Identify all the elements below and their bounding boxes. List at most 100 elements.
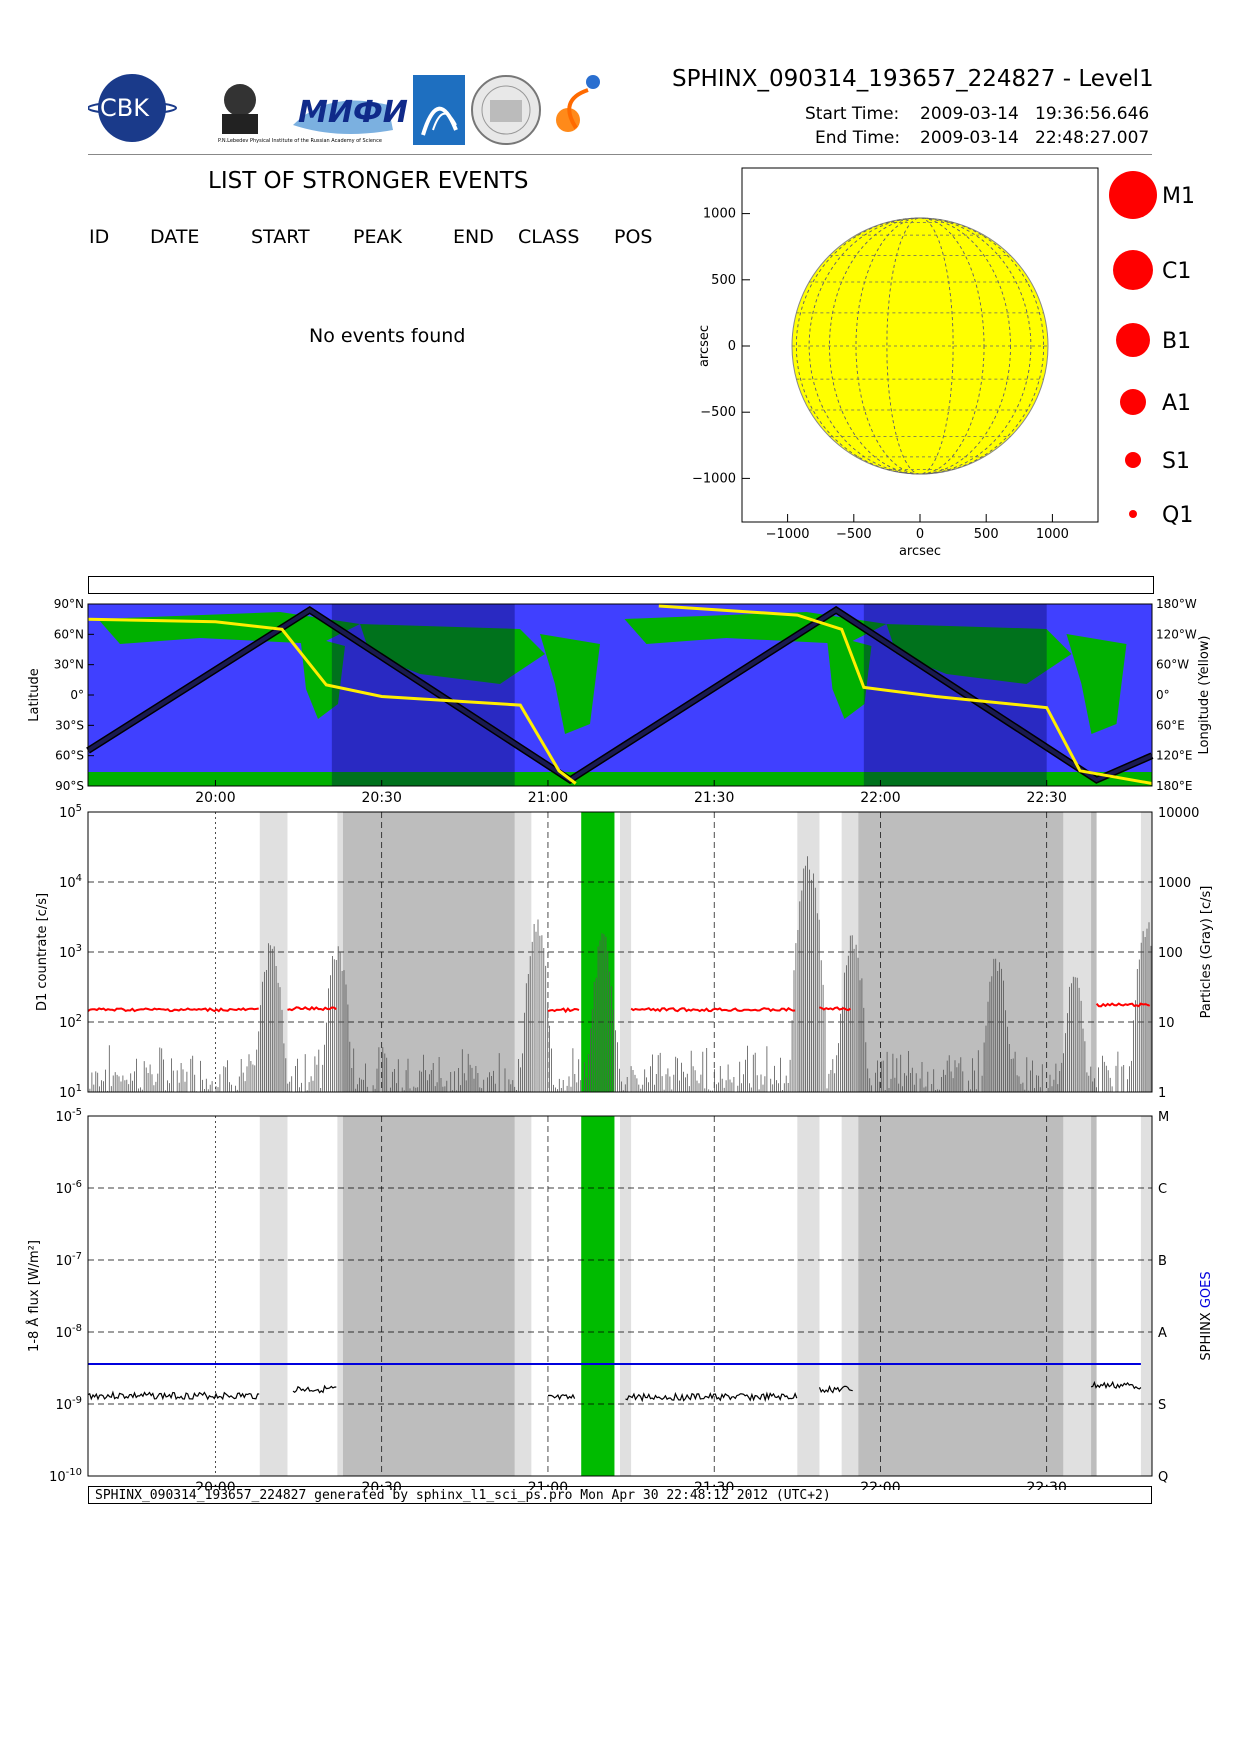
flux-ytick-label: 10-8 [55, 1323, 82, 1341]
mifi-logo: МИФИ [293, 95, 408, 134]
sphinx-logo [556, 75, 600, 132]
orbit-ytick-label: 90°N [54, 597, 84, 611]
column-header-pos: POS [614, 226, 653, 248]
longitude-line [829, 217, 1011, 475]
logo-row: CBK P.N.Lebedev Physical Institute of th… [87, 70, 648, 150]
orbit-ytick-right-label: 60°E [1156, 718, 1185, 732]
sphinx-flux-series [818, 1384, 853, 1394]
orbit-ytick-right-label: 0° [1156, 688, 1170, 702]
countrate-ytick-label: 104 [59, 873, 82, 891]
land-mass [540, 634, 600, 734]
light-shade-span [620, 1116, 632, 1476]
flux-class-label: S [1158, 1398, 1166, 1413]
d1-countrate-series [87, 1007, 259, 1013]
d1-countrate-series [630, 1007, 796, 1013]
class-legend: M1 C1 B1 A1 S1 Q1 [1109, 171, 1195, 528]
legend-label-a1: A1 [1162, 391, 1191, 416]
sun-map-ticks: −1000 1000 −500 500 0 0 500 −500 1000 −1000 [692, 207, 1069, 542]
header-divider [88, 154, 1152, 155]
time-series-chart: 90°N 180°W 60°N 120°W 30°N 60°W 0° 0° 30°S 60°E 60… [26, 597, 1214, 1490]
sphinx-flux-series [292, 1384, 337, 1394]
sun-map: −1000 1000 −500 500 0 0 500 −500 1000 −1000 arcse… [692, 167, 1099, 559]
column-header-end: END [453, 226, 494, 248]
observatory-seal [471, 75, 541, 145]
column-header-peak: PEAK [353, 226, 402, 248]
orbit-ytick-right-label: 120°W [1156, 627, 1197, 641]
orbit-ytick-label: 60°N [54, 627, 84, 641]
legend-sphinx: SPHINX [1199, 1308, 1214, 1360]
flux-xtick-label: 20:30 [362, 1480, 402, 1490]
end-time-label: End Time: [815, 128, 901, 148]
countrate-ytick-label: 102 [59, 1013, 82, 1031]
sun-ytick-label: 1000 [703, 207, 736, 222]
light-shade-span [797, 1116, 820, 1476]
sun-xtick-label: 500 [974, 527, 999, 542]
flux-xtick-label: 22:30 [1027, 1480, 1067, 1490]
lebedev-caption: P.N.Lebedev Physical Institute of the Ru… [218, 138, 382, 144]
events-title: LIST OF STRONGER EVENTS [208, 168, 529, 194]
longitude-line [795, 217, 1045, 475]
d1-countrate-series [819, 1006, 852, 1012]
sun-ytick-label: −1000 [692, 471, 736, 486]
orbit-xtick-label: 21:30 [694, 790, 734, 806]
legend-marker-s1 [1125, 452, 1141, 468]
legend-goes: GOES [1199, 1271, 1214, 1308]
flux-class-label: M [1158, 1110, 1169, 1125]
flux-ylabel: 1-8 Å flux [W/m²] [26, 1240, 42, 1352]
flux-class-label: B [1158, 1254, 1167, 1269]
particles-ylabel: Particles (Gray) [c/s] [1199, 886, 1214, 1019]
flux-xtick-label: 20:00 [195, 1480, 235, 1490]
logos-svg: CBK P.N.Lebedev Physical Institute of th… [87, 74, 600, 145]
flux-class-label: C [1158, 1182, 1167, 1197]
flux-xtick-label: 22:00 [860, 1480, 900, 1490]
countrate-panel: 101 1 102 10 103 100 104 1000 105 10000 D1 countra… [35, 803, 1214, 1101]
flux-ytick-label: 10-5 [55, 1107, 82, 1125]
countrate-ytick-label: 105 [59, 803, 82, 821]
orbit-panel: 90°N 180°W 60°N 120°W 30°N 60°W 0° 0° 30°S 60°E 60… [27, 597, 1212, 806]
orbit-xtick-label: 22:00 [860, 790, 900, 806]
orbit-ytick-right-label: 60°W [1156, 658, 1189, 672]
legend-label-m1: M1 [1162, 184, 1195, 209]
footer-note: SPHINX_090314_193657_224827 generated by… [88, 1486, 1152, 1504]
orbit-xtick-label: 22:30 [1027, 790, 1067, 806]
end-time-value: 2009-03-14 22:48:27.007 [920, 128, 1150, 148]
orbit-xtick-label: 20:00 [195, 790, 235, 806]
legend-marker-m1 [1109, 171, 1157, 219]
particles-ytick-label: 1000 [1158, 876, 1191, 891]
orbit-ytick-label: 30°S [55, 718, 84, 732]
orbit-xtick-label: 21:00 [528, 790, 568, 806]
flux-panel: 10-10 Q 10-9 S 10-8 A 10-7 B 10-6 C 10-5 M 20:00 20:3… [26, 1107, 1214, 1490]
flux-ytick-label: 10-9 [55, 1395, 82, 1413]
flux-legend: SPHINX GOES [1199, 1271, 1214, 1360]
sphinx-flux-series [547, 1393, 576, 1401]
flux-frame [87, 1115, 1153, 1477]
orbit-ytick-label: 30°N [54, 658, 84, 672]
legend-marker-b1 [1116, 323, 1150, 357]
no-events-message: No events found [309, 325, 466, 347]
orbit-ytick-label: 90°S [55, 779, 84, 793]
particles-ytick-label: 10 [1158, 1016, 1175, 1031]
orbit-ytick-right-label: 180°W [1156, 597, 1197, 611]
legend-label-c1: C1 [1162, 259, 1191, 284]
sun-xtick-label: 1000 [1036, 527, 1069, 542]
antarctica [88, 772, 1152, 786]
legend-label-s1: S1 [1162, 449, 1190, 474]
sphinx-flux-series [1090, 1380, 1142, 1390]
sun-xtick-label: 0 [916, 527, 924, 542]
legend-marker-a1 [1120, 389, 1146, 415]
flux-ytick-label: 10-6 [55, 1179, 82, 1197]
gray-shade-span [1091, 1116, 1097, 1476]
orbit-xtick-label: 20:30 [362, 790, 402, 806]
column-header-start: START [251, 226, 310, 248]
light-shade-span [1063, 1116, 1092, 1476]
solar-grid [792, 217, 1048, 475]
column-header-date: DATE [150, 226, 200, 248]
night-span [331, 604, 515, 786]
d1-countrate-series [547, 1007, 580, 1014]
d1-countrate-series [287, 1005, 337, 1012]
column-header-id: ID [89, 226, 110, 248]
orbit-ylabel-right: Longitude (Yellow) [1197, 636, 1212, 755]
land-mass [826, 634, 872, 719]
countrate-ytick-label: 101 [59, 1083, 82, 1101]
land-mass [360, 624, 545, 684]
